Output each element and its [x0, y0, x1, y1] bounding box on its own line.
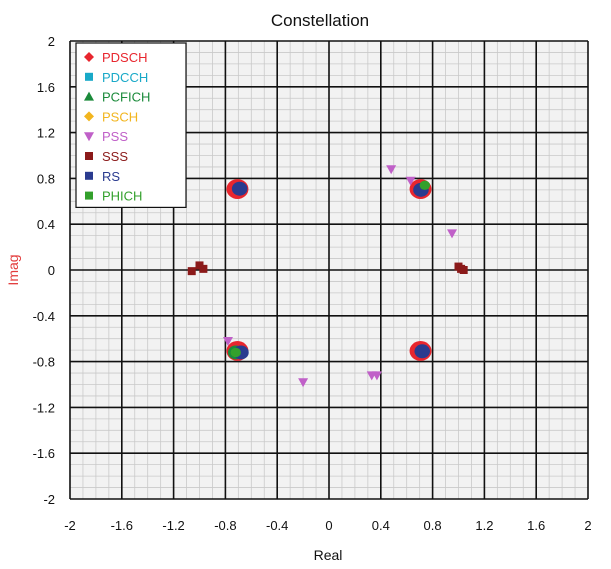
pss-point — [447, 229, 458, 239]
x-tick-label: -1.6 — [111, 518, 133, 533]
phich-cluster — [419, 180, 431, 190]
y-tick-label: 1.2 — [37, 126, 55, 141]
legend: PDSCH PDCCH PCFICH PSCH PSS SSS RS PHICH — [75, 42, 187, 208]
x-tick-label: 0 — [325, 518, 332, 533]
y-tick-label: 0 — [48, 263, 55, 278]
legend-marker-pdcch — [85, 72, 93, 81]
rs-cluster — [231, 181, 248, 196]
legend-marker-pss — [84, 132, 94, 142]
phich-cluster — [230, 347, 241, 358]
legend-label-pss: PSS — [102, 129, 128, 144]
x-tick-label: -0.8 — [214, 518, 236, 533]
major-gridlines — [69, 40, 589, 500]
y-tick-label: 1.6 — [37, 80, 55, 95]
y-tick-label: 0.8 — [37, 171, 55, 186]
x-tick-label: -2 — [64, 518, 76, 533]
legend-marker-rs — [85, 171, 93, 180]
x-tick-label: 0.8 — [424, 518, 442, 533]
legend-marker-phich — [85, 191, 93, 200]
legend-box — [75, 42, 187, 208]
legend-marker-pdsch — [84, 52, 94, 62]
legend-marker-pcfich — [84, 91, 94, 101]
y-tick-label: -0.8 — [33, 355, 55, 370]
legend-label-pcfich: PCFICH — [102, 90, 150, 105]
x-tick-label: 1.6 — [527, 518, 545, 533]
legend-label-rs: RS — [102, 169, 120, 184]
data-marks — [187, 165, 468, 388]
legend-label-phich: PHICH — [102, 189, 142, 204]
legend-label-pdsch: PDSCH — [102, 50, 148, 65]
legend-label-sss: SSS — [102, 149, 128, 164]
legend-label-psch: PSCH — [102, 109, 138, 124]
chart-title: Constellation — [271, 11, 369, 30]
y-tick-label: -0.4 — [33, 309, 55, 324]
y-tick-label: 0.4 — [37, 217, 55, 232]
x-tick-labels: -2 -1.6 -1.2 -0.8 -0.4 0 0.4 0.8 1.2 1.6 2 — [64, 518, 591, 533]
y-tick-labels: 2 1.6 1.2 0.8 0.4 0 -0.4 -0.8 -1.2 -1.6 -2 — [33, 34, 55, 507]
pss-point — [405, 176, 416, 186]
sss-point — [457, 264, 466, 273]
y-tick-label: -2 — [43, 492, 55, 507]
x-tick-label: -0.4 — [266, 518, 288, 533]
legend-marker-sss — [85, 152, 93, 160]
rs-cluster — [414, 344, 431, 359]
y-axis-label: Imag — [5, 254, 21, 285]
pss-point — [298, 378, 309, 388]
x-axis-label: Real — [314, 547, 343, 563]
pss-point — [222, 336, 233, 346]
x-tick-label: 2 — [584, 518, 591, 533]
legend-marker-psch — [84, 111, 94, 122]
pss-point — [386, 165, 397, 175]
sss-point — [187, 267, 196, 276]
y-tick-label: 2 — [48, 34, 55, 49]
sss-point — [199, 264, 208, 273]
legend-label-pdcch: PDCCH — [102, 70, 148, 85]
x-tick-label: 0.4 — [372, 518, 390, 533]
x-tick-label: 1.2 — [475, 518, 493, 533]
y-tick-label: -1.6 — [33, 446, 55, 461]
x-tick-label: -1.2 — [162, 518, 184, 533]
pss-point — [371, 371, 382, 381]
y-tick-label: -1.2 — [33, 400, 55, 415]
